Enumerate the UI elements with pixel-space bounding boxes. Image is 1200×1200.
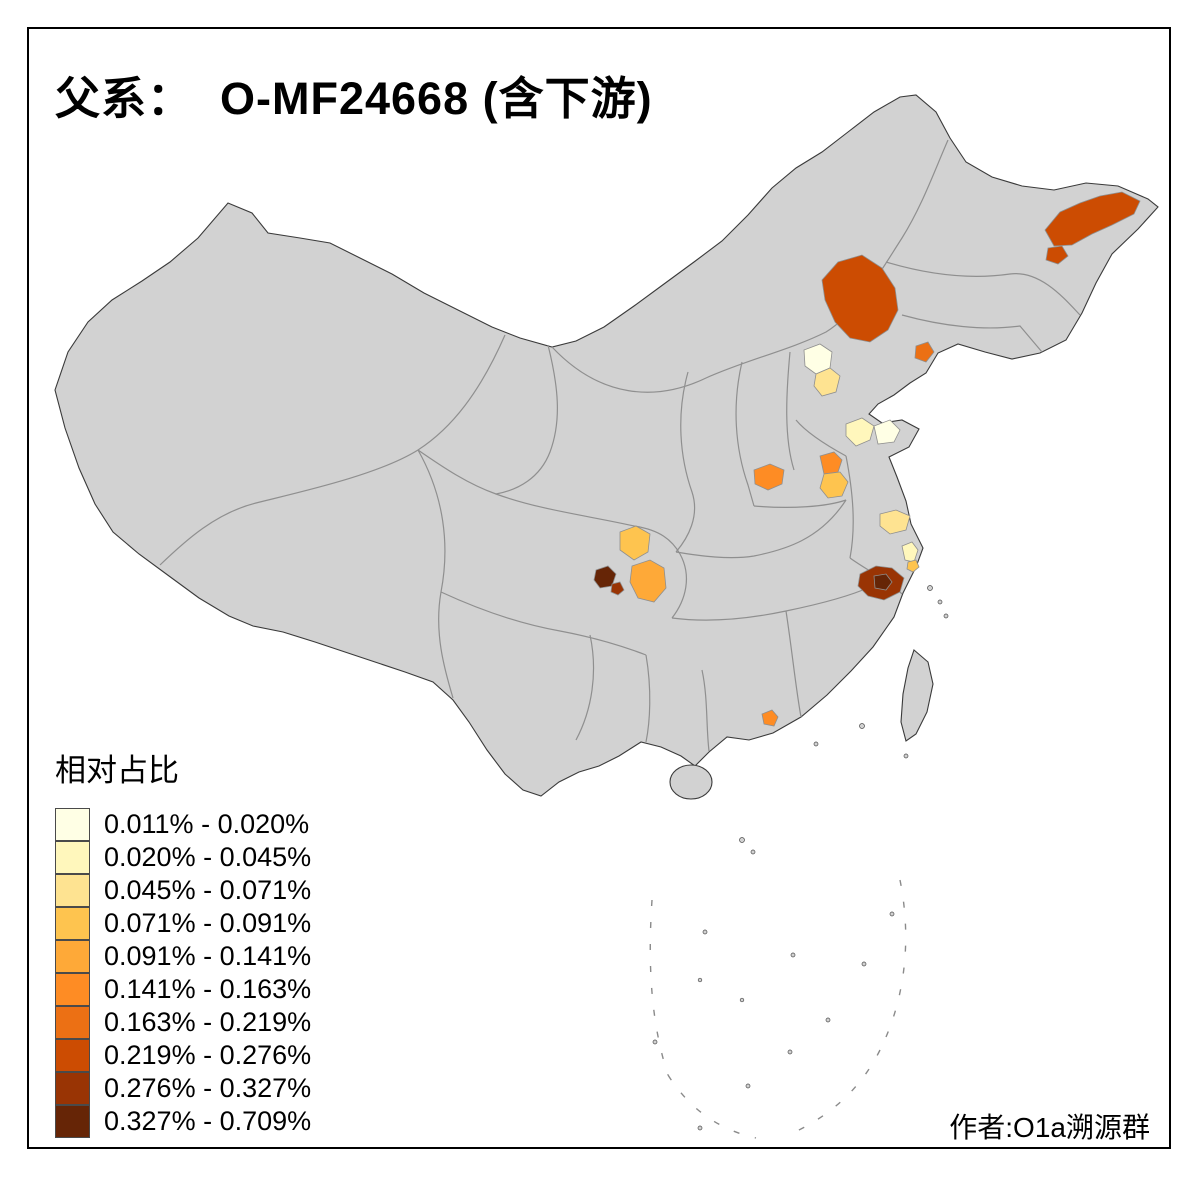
legend-item: 0.276% - 0.327% <box>55 1071 312 1105</box>
legend-item: 0.327% - 0.709% <box>55 1104 312 1138</box>
region-zhejiang-core <box>873 573 893 591</box>
legend-swatch <box>55 1104 90 1138</box>
legend-label: 0.045% - 0.071% <box>104 875 312 905</box>
colored-regions <box>593 191 1141 727</box>
region-south-shandong-a <box>819 451 843 475</box>
region-shandong-west <box>845 417 875 447</box>
legend-item: 0.091% - 0.141% <box>55 939 312 973</box>
attribution: 作者:O1a溯源群 <box>949 1112 1150 1143</box>
region-northeast-small <box>1045 245 1069 265</box>
legend-label: 0.091% - 0.141% <box>104 941 312 971</box>
legend-label: 0.163% - 0.219% <box>104 1007 312 1037</box>
legend-swatch <box>55 1038 90 1072</box>
legend-swatch <box>55 972 90 1006</box>
region-beijing-south <box>813 367 841 397</box>
legend-item: 0.071% - 0.091% <box>55 906 312 940</box>
legend-item: 0.219% - 0.276% <box>55 1038 312 1072</box>
legend-item: 0.163% - 0.219% <box>55 1005 312 1039</box>
legend-label: 0.219% - 0.276% <box>104 1040 312 1070</box>
region-shandong-east <box>873 419 901 445</box>
hainan-island <box>669 764 713 800</box>
legend-title: 相对占比 <box>55 753 179 788</box>
legend-label: 0.071% - 0.091% <box>104 908 312 938</box>
region-shanghai-dot <box>906 559 920 573</box>
region-sichuan-spot <box>619 525 651 561</box>
legend-item: 0.045% - 0.071% <box>55 873 312 907</box>
figure-title: 父系： O-MF24668 (含下游) <box>55 73 653 124</box>
region-south-shandong-b <box>819 471 849 499</box>
legend: 相对占比 0.011% - 0.020% 0.020% - 0.045% 0.0… <box>55 745 311 1138</box>
legend-label: 0.011% - 0.020% <box>104 809 310 839</box>
legend-item: 0.141% - 0.163% <box>55 972 312 1006</box>
region-northeast-main <box>1044 191 1141 247</box>
province-borders <box>159 139 1081 752</box>
legend-swatch <box>55 1005 90 1039</box>
legend-swatch <box>55 939 90 973</box>
region-guangdong-dot <box>761 709 779 727</box>
legend-swatch <box>55 840 90 874</box>
region-inner-mongolia <box>821 254 899 343</box>
region-jiangsu-spot <box>879 509 911 535</box>
legend-swatch <box>55 807 90 841</box>
sea-boundary-dashes <box>649 879 907 1139</box>
legend-swatch <box>55 873 90 907</box>
legend-label: 0.141% - 0.163% <box>104 974 312 1004</box>
region-chongqing-dark2 <box>610 581 625 596</box>
legend-item: 0.020% - 0.045% <box>55 840 312 874</box>
region-liaoning-dot <box>914 341 935 363</box>
legend-item: 0.011% - 0.020% <box>55 807 311 841</box>
legend-label: 0.276% - 0.327% <box>104 1073 312 1103</box>
china-mainland <box>54 94 1159 797</box>
sea-islands <box>652 585 949 1131</box>
region-chongqing-spot <box>629 559 667 603</box>
region-shanghai-sliver <box>901 541 919 563</box>
legend-label: 0.327% - 0.709% <box>104 1106 312 1136</box>
region-henan-spot <box>753 463 785 491</box>
legend-swatch <box>55 1071 90 1105</box>
legend-swatch <box>55 906 90 940</box>
taiwan-island <box>900 649 934 742</box>
legend-label: 0.020% - 0.045% <box>104 842 312 872</box>
